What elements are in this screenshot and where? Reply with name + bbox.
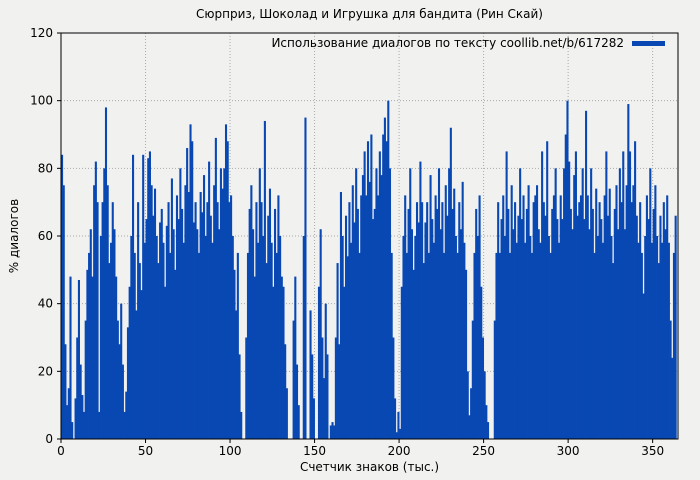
y-tick-label: 40 xyxy=(38,297,53,311)
x-tick-label: 0 xyxy=(57,444,65,458)
y-tick-label: 120 xyxy=(30,26,53,40)
legend-label: Использование диалогов по тексту coollib… xyxy=(271,36,624,50)
x-axis-label: Счетчик знаков (тыс.) xyxy=(299,460,440,474)
y-axis-label: % диалогов xyxy=(7,198,21,274)
x-tick-label: 50 xyxy=(138,444,153,458)
y-tick-label: 0 xyxy=(45,432,53,446)
x-tick-label: 300 xyxy=(557,444,580,458)
chart-title: Сюрприз, Шоколад и Игрушка для бандита (… xyxy=(196,7,543,21)
x-tick-label: 100 xyxy=(219,444,242,458)
x-tick-label: 150 xyxy=(303,444,326,458)
tick-marks xyxy=(57,32,654,443)
x-tick-label: 200 xyxy=(388,444,411,458)
x-tick-label: 250 xyxy=(472,444,495,458)
y-tick-label: 100 xyxy=(30,94,53,108)
tick-labels: 0 50 100 150 200 250 300 350 0 20 40 60 80 100 120 xyxy=(30,26,664,458)
y-tick-label: 80 xyxy=(38,161,53,175)
y-tick-label: 60 xyxy=(38,229,53,243)
bars xyxy=(61,100,677,440)
legend-swatch xyxy=(632,40,665,46)
y-tick-label: 20 xyxy=(38,364,53,378)
legend: Использование диалогов по тексту coollib… xyxy=(271,36,665,50)
x-tick-label: 350 xyxy=(641,444,664,458)
